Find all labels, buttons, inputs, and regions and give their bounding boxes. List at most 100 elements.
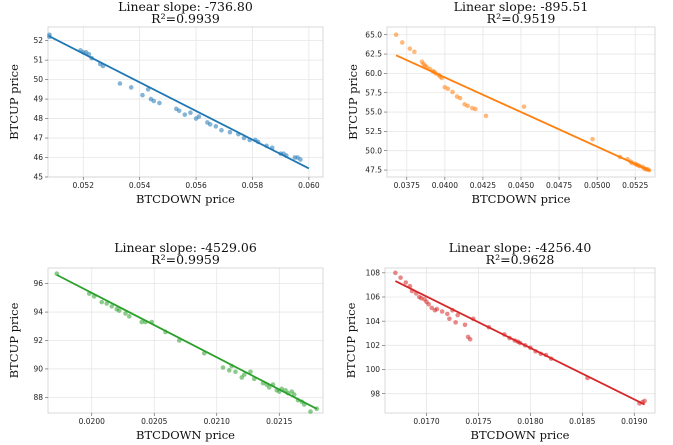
chart-4-xtick-label: 0.0170 <box>413 417 439 426</box>
chart-2-point <box>465 103 471 109</box>
chart-4-xtick-label: 0.0180 <box>517 417 543 426</box>
chart-1-ytick-label: 50 <box>33 75 43 84</box>
chart-3-point <box>99 299 105 305</box>
chart-2-point <box>399 40 405 45</box>
chart-1: 0.052 0.054 0.056 0.058 0.060 45 46 47 48 49 50 51 5… <box>7 0 324 206</box>
chart-4-ytick-label: 108 <box>366 268 381 277</box>
chart-3-point <box>248 369 253 375</box>
chart-2-points <box>393 32 652 173</box>
chart-4-point <box>445 311 450 317</box>
chart-1-fit-line <box>49 35 310 170</box>
chart-2-ytick-label: 52.5 <box>365 127 382 136</box>
chart-1-ytick-label: 45 <box>33 173 43 182</box>
chart-1-points <box>47 32 303 162</box>
chart-4-ytick-label: 104 <box>366 317 381 326</box>
chart-1-point <box>140 92 145 98</box>
chart-1-point <box>182 112 188 117</box>
chart-1-point <box>157 100 162 106</box>
chart-2-xtick-label: 0.0475 <box>546 181 572 190</box>
chart-4-point <box>403 280 409 285</box>
chart-2-xlabel: BTCDOWN price <box>472 192 571 206</box>
chart-4-point <box>439 309 445 314</box>
chart-4-point <box>447 316 452 322</box>
chart-1-xlabel: BTCDOWN price <box>136 192 235 206</box>
chart-1-xtick-label: 0.056 <box>185 181 207 190</box>
chart-4-point <box>642 398 647 404</box>
chart-3-xtick-label: 0.0200 <box>79 417 105 426</box>
chart-4-point <box>393 270 398 276</box>
chart-3-ylabel: BTCUP price <box>7 302 21 378</box>
chart-2-ytick-label: 50.0 <box>365 146 382 155</box>
chart-3-ytick-label: 92 <box>33 336 43 345</box>
chart-4-point <box>398 275 403 280</box>
chart-2-xtick-label: 0.0500 <box>584 181 610 190</box>
chart-2-point <box>521 104 527 109</box>
chart-2-ytick-label: 65.0 <box>365 30 382 39</box>
chart-3: 0.0200 0.0205 0.0210 0.0215 88 90 92 94 96 Linear… <box>7 240 324 442</box>
chart-3-point <box>139 319 145 325</box>
chart-3-point <box>104 301 110 306</box>
chart-1-xtick-label: 0.054 <box>129 181 151 190</box>
chart-4-xtick-label: 0.0175 <box>465 417 491 426</box>
chart-1-point <box>176 108 182 114</box>
chart-1-point <box>188 110 193 116</box>
chart-2-ylabel: BTCUP price <box>346 64 360 140</box>
chart-2-ytick-label: 62.5 <box>365 50 382 59</box>
chart-1-ytick-label: 47 <box>33 134 43 143</box>
chart-4-point <box>455 312 460 318</box>
chart-3-fit-line <box>56 274 318 410</box>
chart-1-ytick-label: 48 <box>33 114 43 123</box>
chart-4-ytick-label: 102 <box>366 341 381 350</box>
chart-3-ytick-label: 96 <box>33 279 43 288</box>
chart-3-title: Linear slope: -4529.06 <box>114 240 257 255</box>
chart-4-ytick-label: 98 <box>370 389 380 398</box>
chart-1-point <box>298 157 303 162</box>
chart-3-ytick-label: 94 <box>33 308 43 317</box>
chart-2-point <box>457 95 463 101</box>
chart-1-point <box>219 127 224 133</box>
chart-3-point <box>266 385 272 390</box>
chart-4-r2: R²=0.9628 <box>486 252 555 267</box>
chart-1-xtick-label: 0.052 <box>73 181 95 190</box>
chart-3-point <box>220 365 226 370</box>
chart-2: 0.0375 0.0400 0.0425 0.0450 0.0475 0.0500 0.05… <box>346 0 656 206</box>
chart-2-xtick-label: 0.0525 <box>622 181 648 190</box>
chart-1-ytick-label: 51 <box>33 56 43 65</box>
chart-1-point <box>117 81 123 86</box>
chart-1-point <box>227 129 233 135</box>
chart-3-point <box>123 311 128 316</box>
chart-2-ytick-label: 55.0 <box>365 108 382 117</box>
chart-3-ytick-label: 90 <box>33 365 43 374</box>
chart-3-point <box>226 368 232 373</box>
chart-2-xtick-label: 0.0375 <box>394 181 420 190</box>
chart-2-point <box>412 49 417 55</box>
chart-2-xtick-label: 0.0400 <box>432 181 458 190</box>
chart-4-fit-line <box>394 280 646 406</box>
chart-2-title: Linear slope: -895.51 <box>454 0 589 14</box>
chart-4-point <box>434 306 440 312</box>
chart-2-xtick-label: 0.0425 <box>470 181 496 190</box>
chart-1-point <box>151 98 157 104</box>
chart-4-point <box>453 320 458 325</box>
chart-2-point <box>445 86 451 92</box>
chart-4-point <box>462 322 468 328</box>
chart-1-ytick-label: 52 <box>33 36 43 45</box>
chart-4-ylabel: BTCUP price <box>344 302 358 378</box>
chart-1-point <box>128 85 134 90</box>
chart-3-xtick-label: 0.0215 <box>266 417 292 426</box>
chart-1-point <box>196 114 202 119</box>
chart-4-point <box>429 305 435 311</box>
chart-3-point <box>233 369 238 375</box>
chart-1-title: Linear slope: -736.80 <box>118 0 253 14</box>
chart-3-point <box>241 372 247 377</box>
chart-4-frame <box>384 267 656 414</box>
chart-2-ytick-label: 60.0 <box>365 69 382 78</box>
chart-4-point <box>426 301 431 307</box>
chart-1-r2: R²=0.9939 <box>151 11 220 26</box>
chart-4-xlabel: BTCDOWN price <box>471 428 570 442</box>
chart-4-ytick-label: 106 <box>366 293 381 302</box>
chart-1-point <box>145 87 151 92</box>
chart-4-point <box>467 336 473 342</box>
chart-3-xtick-label: 0.0210 <box>204 417 230 426</box>
